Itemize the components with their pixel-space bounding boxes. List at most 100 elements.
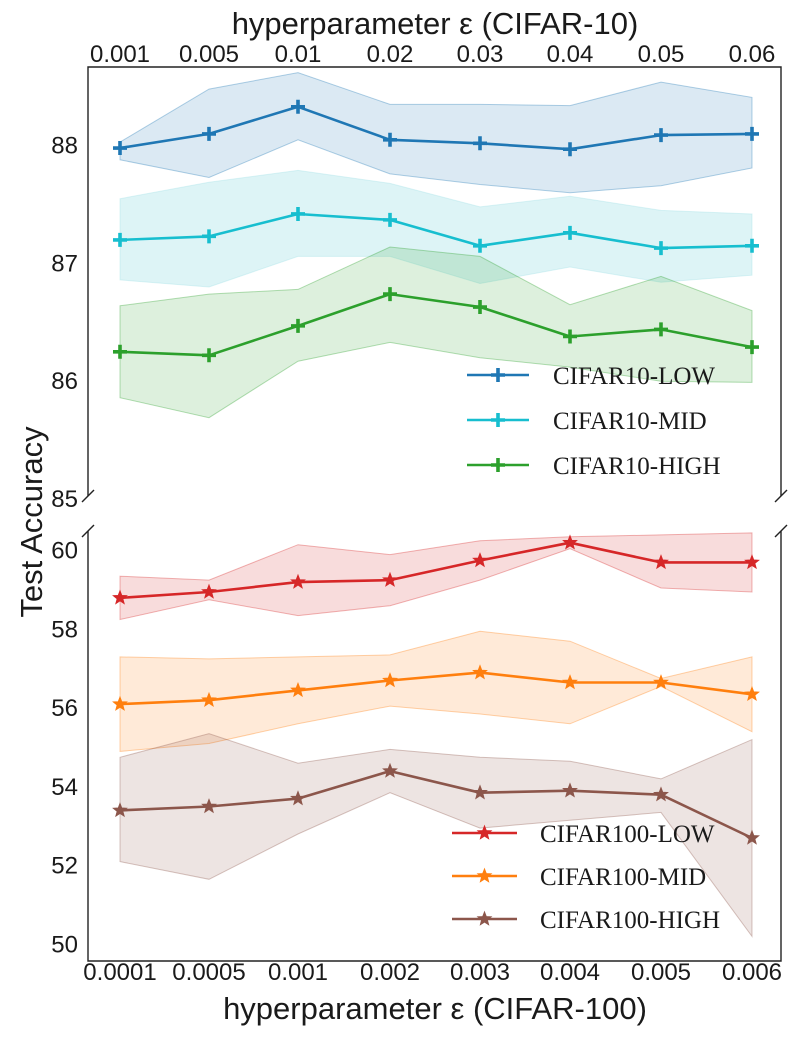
break-mark [81,489,95,503]
x-tick-label-cifar10: 0.06 [729,41,776,68]
break-mark [774,524,788,538]
x-tick-label-cifar10: 0.001 [90,41,150,68]
series-line-cifar10-low [119,105,753,151]
bottom-panel-plot: 50 52 54 56 58 60 0.0001 0.0005 0.001 0.002 0.003 0… [51,532,782,986]
data-point-cifar100-low [472,552,488,568]
y-tick-label-cifar10: 85 [51,486,78,513]
data-point-cifar100-low [562,534,578,550]
legend-label-cifar100-high: CIFAR100-HIGH [540,907,720,934]
data-point-cifar100-low [744,554,760,570]
data-point-cifar10-low [113,141,127,156]
data-point-cifar10-high [654,322,668,337]
data-point-cifar100-high [201,798,217,814]
legend-marker-cifar100-low [476,824,493,840]
x-tick-label-cifar10: 0.03 [457,41,504,68]
data-point-cifar10-mid [291,206,305,221]
data-point-cifar100-high [290,790,306,806]
y-tick-label-cifar100: 54 [51,774,78,801]
data-point-cifar100-mid [201,691,217,707]
bottom-panel-frame [87,531,782,962]
data-point-cifar100-mid [744,685,760,702]
series-line-cifar100-high [119,769,753,840]
data-point-cifar10-high [113,344,127,359]
confidence-band-cifar10-mid [119,169,753,288]
legend-label-cifar10-low: CIFAR10-LOW [553,363,715,390]
data-point-cifar10-low [473,136,487,151]
series-line-cifar100-low [119,541,752,600]
top-legend: CIFAR10-LOW CIFAR10-MID CIFAR10-HIGH [467,363,721,480]
data-point-cifar10-low [563,142,577,157]
y-tick-label-cifar10: 88 [51,133,78,160]
x-tick-label-cifar100: 0.003 [450,959,510,986]
series-line-cifar10-mid [119,212,753,250]
confidence-band-cifar100-low [119,532,753,621]
y-tick-label-cifar100: 50 [51,931,78,958]
data-point-cifar10-mid [202,229,216,244]
panel-frame-cifar100 [87,531,782,962]
legend-label-cifar10-mid: CIFAR10-MID [553,408,707,435]
data-point-cifar100-mid [382,672,398,688]
break-mark [774,489,788,503]
top-axis-title: hyperparameter ε (CIFAR-10) [232,6,639,41]
data-point-cifar100-high [472,784,488,800]
data-point-cifar10-high [563,329,577,344]
data-point-cifar10-low [383,132,397,147]
data-point-cifar10-low [654,128,668,143]
data-point-cifar10-mid [383,212,397,227]
y-tick-label-cifar10: 86 [51,368,78,395]
data-point-cifar10-high [202,348,216,363]
x-tick-label-cifar10: 0.02 [367,41,414,68]
data-point-cifar100-high [562,782,578,798]
x-tick-label-cifar100: 0.002 [360,959,420,986]
break-mark [81,524,95,538]
confidence-band-cifar100-high [119,733,753,938]
data-point-cifar10-mid [473,238,487,253]
y-tick-label-cifar10: 87 [51,250,78,277]
panel-frame-cifar10 [87,66,782,496]
data-point-cifar100-mid [112,695,128,711]
y-tick-label-cifar100: 52 [51,853,78,880]
legend-marker-cifar10-low [491,368,505,382]
data-point-cifar10-high [383,287,397,302]
legend-label-cifar10-high: CIFAR10-HIGH [553,453,721,480]
x-tick-label-cifar100: 0.006 [722,959,782,986]
confidence-band-cifar100-mid [119,630,753,752]
data-point-cifar100-mid [562,674,578,690]
axis-break-marks [81,489,788,538]
data-point-cifar100-low [653,554,669,570]
legend-label-cifar100-mid: CIFAR100-MID [540,864,706,891]
data-point-cifar100-mid [472,664,488,680]
data-point-cifar100-mid [290,682,306,698]
data-point-cifar10-low [745,126,759,141]
bottom-axis-title: hyperparameter ε (CIFAR-100) [223,991,647,1026]
x-tick-label-cifar10: 0.04 [547,41,594,68]
data-point-cifar100-low [382,571,398,587]
data-point-cifar10-low [202,126,216,141]
legend-marker-cifar100-mid [476,867,493,883]
y-axis-title: Test Accuracy [14,426,49,618]
top-panel-plot: 85 86 87 88 0.001 0.005 0.01 0.02 0.03 0.04 0.05 0.… [51,41,775,513]
series-line-cifar100-mid [119,671,753,706]
data-point-cifar10-mid [563,225,577,240]
series-line-cifar10-high [119,292,753,357]
legend-marker-cifar10-mid [491,413,505,427]
legend-marker-cifar100-high [476,910,493,926]
top-panel-frame [87,66,782,496]
data-point-cifar100-high [112,802,128,818]
confidence-band-cifar10-low [119,72,753,194]
y-tick-label-cifar100: 58 [51,616,78,643]
x-tick-label-cifar100: 0.0005 [172,959,245,986]
data-point-cifar100-low [112,589,128,605]
legend-label-cifar100-low: CIFAR100-LOW [540,821,715,848]
data-point-cifar100-high [653,786,669,802]
bottom-legend: CIFAR100-LOW CIFAR100-MID CIFAR100-HIGH [452,821,720,934]
data-point-cifar100-low [290,573,306,589]
data-point-cifar10-mid [745,238,759,253]
data-point-cifar100-low [201,583,217,599]
x-tick-label-cifar100: 0.001 [268,959,328,986]
data-point-cifar100-high [744,829,760,845]
x-tick-label-cifar10: 0.005 [179,41,239,68]
x-tick-label-cifar100: 0.005 [631,959,691,986]
